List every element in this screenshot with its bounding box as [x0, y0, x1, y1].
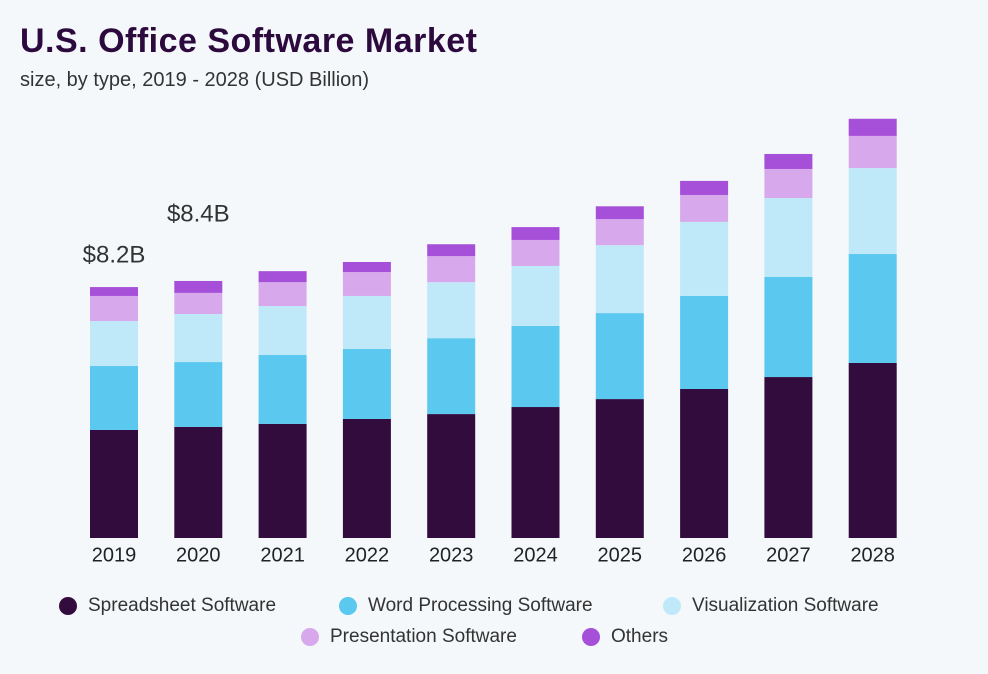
legend-marker	[582, 628, 600, 646]
x-tick-label: 2027	[766, 544, 811, 566]
bar-segment	[595, 313, 644, 400]
bar-segment	[258, 423, 307, 538]
bar-segment	[764, 153, 813, 169]
bar-segment	[680, 221, 729, 296]
bar-segment	[258, 306, 307, 356]
chart-subtitle: size, by type, 2019 - 2028 (USD Billion)	[20, 69, 369, 91]
chart-title: U.S. Office Software Market	[20, 22, 478, 60]
legend-label: Presentation Software	[330, 626, 517, 647]
bar-segment	[90, 429, 138, 538]
legend-marker	[59, 597, 77, 615]
bar-segment	[174, 280, 223, 293]
bar-segment	[258, 282, 307, 307]
bar-segment	[680, 194, 729, 222]
x-tick-label: 2026	[682, 544, 727, 566]
bar-segment	[258, 271, 307, 283]
bar-segment	[848, 118, 897, 136]
bar-segment	[174, 292, 223, 315]
bar-segment	[848, 254, 897, 363]
legend-marker	[663, 597, 681, 615]
legend-label: Visualization Software	[692, 595, 879, 616]
legend-marker	[301, 628, 319, 646]
bar-segment	[427, 414, 476, 538]
x-tick-label: 2022	[345, 544, 390, 566]
bar-segment	[511, 227, 560, 240]
bar-segment	[595, 399, 644, 538]
bar-segment	[764, 377, 813, 538]
bar-segment	[342, 295, 391, 349]
bar-segment	[90, 321, 138, 367]
bar-segment	[680, 388, 729, 538]
total-label: $8.4B	[167, 200, 230, 227]
bar-segment	[174, 314, 223, 363]
bar-segment	[595, 206, 644, 220]
bar-segment	[680, 180, 729, 195]
bar-segment	[174, 426, 223, 538]
x-tick-label: 2028	[850, 544, 895, 566]
bar-segment	[90, 295, 138, 322]
legend-marker	[339, 597, 357, 615]
legend-label: Word Processing Software	[368, 595, 593, 616]
bar-segment	[427, 338, 476, 415]
bar-segment	[427, 244, 476, 257]
bar-segment	[764, 198, 813, 277]
bar-segment	[848, 135, 897, 169]
bar-segment	[258, 355, 307, 424]
bar-segment	[342, 348, 391, 419]
x-tick-label: 2021	[260, 544, 305, 566]
bar-segment	[511, 239, 560, 266]
x-tick-label: 2020	[176, 544, 221, 566]
bar-segment	[342, 418, 391, 538]
bar-segment	[90, 287, 138, 296]
x-tick-label: 2024	[513, 544, 558, 566]
x-tick-label: 2025	[598, 544, 643, 566]
x-tick-label: 2023	[429, 544, 474, 566]
bar-segment	[90, 366, 138, 430]
bar-segment	[848, 362, 897, 538]
bar-segment	[511, 325, 560, 408]
bar-segment	[511, 265, 560, 326]
bar-segment	[595, 245, 644, 314]
total-label: $8.2B	[83, 241, 146, 268]
bar-segment	[511, 407, 560, 538]
legend-label: Spreadsheet Software	[88, 595, 276, 616]
bar-segment	[342, 261, 391, 273]
bar-segment	[848, 168, 897, 255]
bar-segment	[342, 272, 391, 296]
bar-segment	[174, 362, 223, 427]
bar-segment	[427, 282, 476, 339]
bar-segment	[764, 276, 813, 378]
bar-segment	[595, 219, 644, 246]
bar-segment	[764, 168, 813, 199]
bar-segment	[427, 256, 476, 283]
bar-segment	[680, 295, 729, 389]
legend-label: Others	[611, 626, 668, 647]
x-tick-label: 2019	[92, 544, 137, 566]
